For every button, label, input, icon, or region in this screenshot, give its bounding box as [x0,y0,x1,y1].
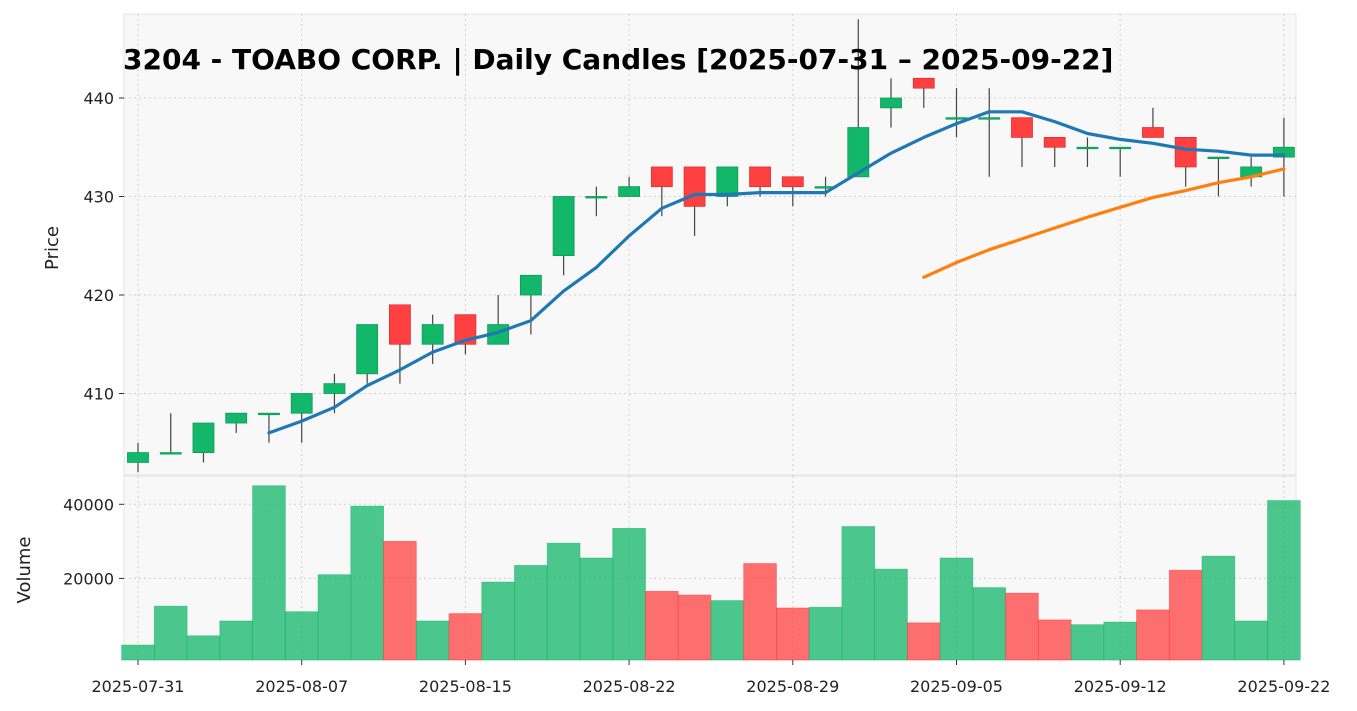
candle-body [356,324,379,375]
price-tick-label: 440 [83,89,114,108]
candle-body [1142,127,1164,138]
long-ma-line [922,167,1286,279]
candle-body [1076,146,1099,150]
volume-bar [743,563,777,661]
candle-body [519,274,542,296]
candle-body [454,314,477,345]
volume-bar [972,587,1007,661]
volume-bar [1070,624,1105,661]
x-tick-label: 2025-09-12 [1074,677,1167,696]
candle-body [880,97,902,109]
candle-body [552,196,575,256]
price-tick-label: 420 [83,286,114,305]
volume-bar [383,540,417,661]
volume-bar [219,620,253,661]
volume-bar [317,574,352,661]
volume-tick-label: 40000 [63,495,114,514]
candle-body [650,166,673,188]
candle-body [1043,136,1066,148]
candle-body [978,117,1001,120]
x-tick-label: 2025-08-29 [746,677,839,696]
candle-body [781,176,804,188]
x-tick-label: 2025-07-31 [92,677,185,696]
price-tick-label: 430 [83,188,114,207]
price-panel-background [123,13,1297,476]
candle-body [127,452,149,463]
axis-ticks: 2025-07-31 2025-08-07 2025-08-15 2025-08-22… [63,89,1330,696]
candle-body [258,412,280,416]
price-axis-label: Price [42,226,63,270]
candle-body [1174,136,1197,168]
volume-bar [546,542,581,661]
candle-body [683,166,706,207]
volume-bar [677,594,712,661]
volume-bar [1168,569,1203,661]
price-tick-label: 410 [83,385,114,404]
volume-bar [841,526,876,661]
candle-body [421,324,444,345]
candles [127,19,1295,473]
volume-bar [874,568,908,661]
candle-body [1207,156,1230,160]
volume-bar [939,557,974,661]
candle-body [323,383,346,394]
candle-body [716,166,739,197]
volume-bar [776,607,810,661]
volume-bar [1136,609,1170,661]
candle-body [389,304,411,345]
volume-bar [1005,592,1039,661]
volume-tick-label: 20000 [63,569,114,588]
volume-bar [710,600,745,661]
x-tick-label: 2025-08-15 [419,677,512,696]
x-tick-label: 2025-08-07 [255,677,348,696]
volume-bar [186,635,221,661]
volume-bar [808,606,843,661]
volume-bars [121,485,1301,661]
candle-body [159,452,182,455]
volume-bar [153,605,188,661]
x-tick-label: 2025-08-22 [583,677,676,696]
volume-bar [579,557,614,661]
candle-body [847,127,870,178]
volume-bar [481,581,515,661]
volume-bar [121,644,155,661]
candle-body [225,412,248,424]
candle-body [912,77,935,89]
volume-bar [1037,619,1072,661]
candle-body [585,196,608,199]
candle-body [618,186,640,197]
candle-body [1273,146,1295,158]
x-tick-label: 2025-09-05 [910,677,1003,696]
volume-bar [448,613,483,661]
volume-bar [1234,620,1268,661]
volume-bar [1103,621,1137,661]
volume-bar [514,565,548,661]
short-ma-line [267,110,1286,435]
candle-body [945,117,968,120]
x-tick-label: 2025-09-22 [1237,677,1330,696]
volume-bar [252,485,286,661]
volume-bar [906,622,941,661]
volume-bar [350,505,384,661]
candle-body [749,166,771,188]
candle-body [1011,117,1033,138]
chart-title: 3204 - TOABO CORP. | Daily Candles [2025… [123,43,1113,76]
moving-average-lines [267,110,1286,435]
volume-bar [284,611,319,661]
volume-bar [1267,500,1301,661]
volume-bar [1201,555,1236,661]
volume-axis-label: Volume [14,537,35,604]
candle-body [1109,146,1132,150]
volume-bar [645,590,679,661]
candle-body [192,422,215,453]
volume-bar [415,620,450,661]
candle-body [290,393,313,414]
volume-bar [612,527,646,661]
